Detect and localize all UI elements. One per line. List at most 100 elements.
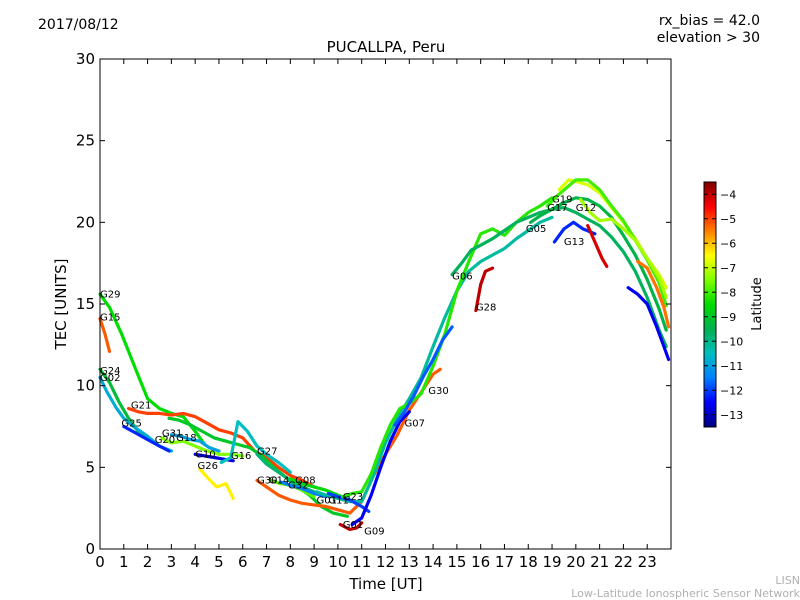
series-label-g01-17: G01 [317,495,337,506]
series-label-g16-11: G16 [231,451,251,462]
series-g05-25 [529,196,668,332]
series-g28-24 [474,266,495,313]
x-tick-label-6: 6 [238,553,248,571]
x-tick-label-22: 22 [614,553,633,571]
y-tick-label-4: 20 [76,213,95,231]
x-tick-label-14: 14 [424,553,443,571]
colorbar-tick-label-4: −8 [720,286,736,299]
series-label-g01-20: G01 [343,520,363,531]
series-label-g12-29: G12 [576,203,596,214]
series-label-g31-6: G31 [162,428,182,439]
colorbar-tick-label-9: −13 [720,409,743,422]
x-tick-label-16: 16 [471,553,490,571]
series-g31b-20 [338,521,364,531]
x-axis: 0 1 2 3 4 5 6 7 8 9 10 11 12 13 14 15 16 17 18 19 20 21 22 23 [95,59,657,571]
series-label-g20-7: G20 [155,435,175,446]
series-g31-6 [167,416,349,518]
series-label-g32-15: G32 [288,481,308,492]
x-tick-label-3: 3 [167,553,177,571]
colorbar-tick-label-6: −10 [720,335,743,348]
x-tick-label-17: 17 [495,553,514,571]
y-tick-label-1: 5 [85,458,95,476]
series-label-g13-30: G13 [564,237,584,248]
x-tick-label-23: 23 [638,553,657,571]
footer-lisn: LISN [775,574,800,587]
series-label-g10-9: G10 [195,450,215,461]
colorbar-tick-label-5: −9 [720,311,736,324]
series-label-g02-3: G02 [100,373,120,384]
series-g16-11 [219,420,292,474]
footer-network: Low-Latitude Ionospheric Sensor Network [571,587,800,600]
rx-bias-label: rx_bias = 42.0 [658,13,760,29]
x-tick-label-19: 19 [542,553,561,571]
series-g09-21 [350,410,411,527]
colorbar-tick-label-2: −6 [720,237,736,250]
x-tick-label-18: 18 [519,553,538,571]
x-tick-label-0: 0 [95,553,105,571]
series-label-g26-10: G26 [198,461,218,472]
series-label-g17-28: G17 [547,203,567,214]
series-label-g07-22: G07 [405,419,425,430]
colorbar-title: Latitude [750,277,765,331]
x-tick-label-15: 15 [447,553,466,571]
x-tick-label-21: 21 [590,553,609,571]
y-tick-label-5: 25 [76,132,95,150]
x-tick-label-9: 9 [309,553,319,571]
x-tick-label-4: 4 [190,553,200,571]
y-tick-label-3: 15 [76,295,95,313]
series-label-g09-21: G09 [364,526,384,537]
x-tick-label-12: 12 [376,553,395,571]
series-g02b-32 [636,259,671,329]
colorbar-tick-label-1: −5 [720,213,736,226]
date-label: 2017/08/12 [38,17,119,33]
series-g13-29 [552,220,597,244]
x-axis-title: Time [UT] [348,575,422,593]
series-label-g05-26: G05 [526,224,546,235]
colorbar-tick-label-3: −7 [720,262,736,275]
x-tick-label-20: 20 [566,553,585,571]
series-label-g18-8: G18 [176,433,196,444]
colorbar-tick-label-8: −12 [720,384,743,397]
x-tick-label-5: 5 [214,553,224,571]
series-g32-15 [279,480,328,499]
series-label-g21-4: G21 [131,401,151,412]
series-label-g23-19: G23 [343,492,363,503]
parameter-info: rx_bias = 42.0 elevation > 30 [657,13,760,47]
series-label-g25-5: G25 [121,419,141,430]
series-label-g29-0: G29 [100,290,120,301]
x-tick-label-7: 7 [262,553,272,571]
series-label-g06-24: G06 [452,272,472,283]
y-tick-label-6: 30 [76,50,95,68]
y-axis: 0 5 10 15 20 25 30 [76,50,671,558]
series-g26-10 [198,467,235,500]
series-g13b-31 [626,286,671,362]
series-label-g11-18: G11 [328,495,348,506]
series-label-g15-1: G15 [100,312,120,323]
series-g09b-30 [586,224,609,268]
data-layer [98,178,671,531]
series-label-g30-23: G30 [428,386,448,397]
series-label-g30-13: G30 [257,476,277,487]
elevation-label: elevation > 30 [656,30,760,46]
chart-title: PUCALLPA, Peru [327,38,446,56]
series-g20-7 [160,436,245,458]
y-axis-title: TEC [UNITS] [52,259,70,351]
y-tick-label-2: 10 [76,377,95,395]
plot-frame [99,58,672,550]
footer-credit: LISN Low-Latitude Ionospheric Sensor Net… [571,574,800,600]
series-label-g28-25: G28 [476,303,496,314]
series-g21-4 [127,406,316,489]
x-tick-label-1: 1 [119,553,129,571]
series-g23-19 [341,196,554,499]
x-tick-label-8: 8 [286,553,296,571]
series-g25-5 [122,424,171,453]
colorbar-tick-label-7: −11 [720,360,743,373]
colorbar-tick-label-0: −4 [720,188,736,201]
colorbar-axis: −4 −5 −6 −7 −8 −9 −10 −11 −12 −13 [704,188,743,422]
series-g18-8 [169,433,221,453]
x-tick-label-2: 2 [143,553,153,571]
series-label-g27-12: G27 [257,446,277,457]
series-g15-1 [98,317,112,353]
